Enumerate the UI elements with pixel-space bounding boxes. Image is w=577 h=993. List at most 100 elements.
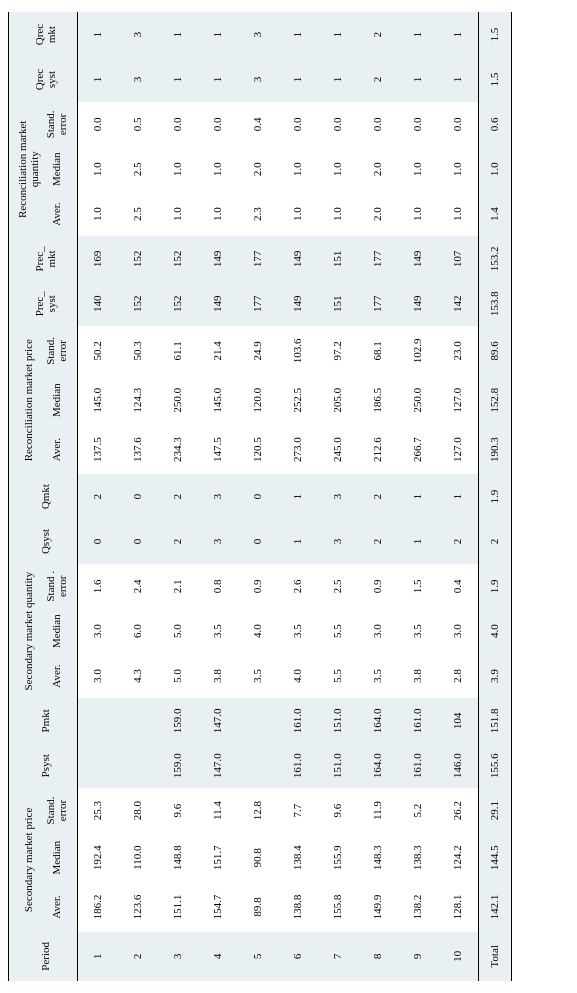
- cell: 90.8: [238, 833, 278, 882]
- cell: 190.3: [479, 425, 512, 474]
- table-body: 1186.2192.425.33.03.01.602137.5145.050.2…: [78, 12, 512, 981]
- cell: 29.1: [479, 788, 512, 833]
- cell: 61.1: [158, 326, 198, 375]
- col-prec-syst: Prec_ syst: [9, 281, 78, 326]
- cell: 1.0: [318, 192, 358, 237]
- cell: 0: [238, 519, 278, 564]
- cell: 1.0: [158, 192, 198, 237]
- cell: 21.4: [198, 326, 238, 375]
- cell: 2: [358, 474, 398, 519]
- cell: 0: [118, 519, 158, 564]
- sub-aver: Aver.: [43, 192, 78, 237]
- cell: 9: [398, 932, 438, 981]
- cell: 0.9: [238, 564, 278, 609]
- cell: 3.0: [358, 609, 398, 654]
- cell: 3.5: [198, 609, 238, 654]
- cell: 152: [118, 237, 158, 282]
- cell: [78, 698, 119, 743]
- cell: 155.8: [318, 882, 358, 931]
- cell: 144.5: [479, 833, 512, 882]
- cell: 177: [238, 237, 278, 282]
- cell: 151.1: [158, 882, 198, 931]
- cell: 25.3: [78, 788, 119, 833]
- sub-median: Median: [43, 833, 78, 882]
- cell: 2: [479, 519, 512, 564]
- cell: 50.2: [78, 326, 119, 375]
- cell: 5.5: [318, 654, 358, 699]
- cell: 89.6: [479, 326, 512, 375]
- cell: 169: [78, 237, 119, 282]
- cell: 2.5: [118, 192, 158, 237]
- col-psyst: Psyst: [9, 743, 78, 788]
- cell: 137.5: [78, 425, 119, 474]
- cell: 161.0: [398, 698, 438, 743]
- cell: 1.9: [479, 564, 512, 609]
- cell: 1.0: [78, 192, 119, 237]
- cell: 4: [198, 932, 238, 981]
- cell: 1: [278, 474, 318, 519]
- cell: 1: [398, 519, 438, 564]
- table-row: 9138.2138.35.2161.0161.03.83.51.511266.7…: [398, 12, 438, 981]
- cell: 8: [358, 932, 398, 981]
- cell: 0.5: [118, 102, 158, 147]
- cell: 0.6: [479, 102, 512, 147]
- cell: 149: [278, 237, 318, 282]
- cell: 9.6: [158, 788, 198, 833]
- cell: 1: [158, 12, 198, 57]
- cell: 1.5: [479, 12, 512, 57]
- cell: 107: [438, 237, 479, 282]
- cell: 0.4: [438, 564, 479, 609]
- cell: 2: [78, 474, 119, 519]
- cell: 152: [118, 281, 158, 326]
- cell: 5.0: [158, 609, 198, 654]
- cell: 152: [158, 237, 198, 282]
- cell: 1.4: [479, 192, 512, 237]
- cell: 148.3: [358, 833, 398, 882]
- cell: 151.7: [198, 833, 238, 882]
- sub-aver: Aver.: [43, 425, 78, 474]
- cell: 2: [158, 474, 198, 519]
- cell: 205.0: [318, 376, 358, 425]
- cell: 0.8: [198, 564, 238, 609]
- cell: 159.0: [158, 698, 198, 743]
- cell: 103.6: [278, 326, 318, 375]
- cell: 145.0: [78, 376, 119, 425]
- cell: 149: [198, 237, 238, 282]
- cell: 28.0: [118, 788, 158, 833]
- cell: 149: [198, 281, 238, 326]
- cell: 89.8: [238, 882, 278, 931]
- cell: 164.0: [358, 743, 398, 788]
- cell: 0.0: [318, 102, 358, 147]
- cell: 9.6: [318, 788, 358, 833]
- sub-median: Median: [43, 376, 78, 425]
- cell: 2: [118, 932, 158, 981]
- table-row: 6138.8138.47.7161.0161.04.03.52.611273.0…: [278, 12, 318, 981]
- sub-aver: Aver.: [43, 654, 78, 699]
- cell: 3: [238, 12, 278, 57]
- cell: 127.0: [438, 376, 479, 425]
- cell: 0.0: [158, 102, 198, 147]
- group-smq: Secondary market quantity: [9, 564, 44, 699]
- cell: 266.7: [398, 425, 438, 474]
- cell: 3: [238, 57, 278, 102]
- cell: 177: [358, 281, 398, 326]
- data-table: Period Secondary market price Psyst Pmkt…: [8, 12, 512, 981]
- col-qsyst: Qsyst: [9, 519, 78, 564]
- cell: 110.0: [118, 833, 158, 882]
- cell: 50.3: [118, 326, 158, 375]
- cell: 1: [278, 12, 318, 57]
- cell: 3.5: [238, 654, 278, 699]
- cell: 192.4: [78, 833, 119, 882]
- sub-aver: Aver.: [43, 882, 78, 931]
- cell: 161.0: [398, 743, 438, 788]
- cell: 102.9: [398, 326, 438, 375]
- cell: 4.0: [479, 609, 512, 654]
- cell: 159.0: [158, 743, 198, 788]
- cell: 138.4: [278, 833, 318, 882]
- cell: 234.3: [158, 425, 198, 474]
- cell: 0.9: [358, 564, 398, 609]
- cell: 2.0: [358, 147, 398, 192]
- cell: 154.7: [198, 882, 238, 931]
- cell: 124.3: [118, 376, 158, 425]
- cell: 1: [158, 57, 198, 102]
